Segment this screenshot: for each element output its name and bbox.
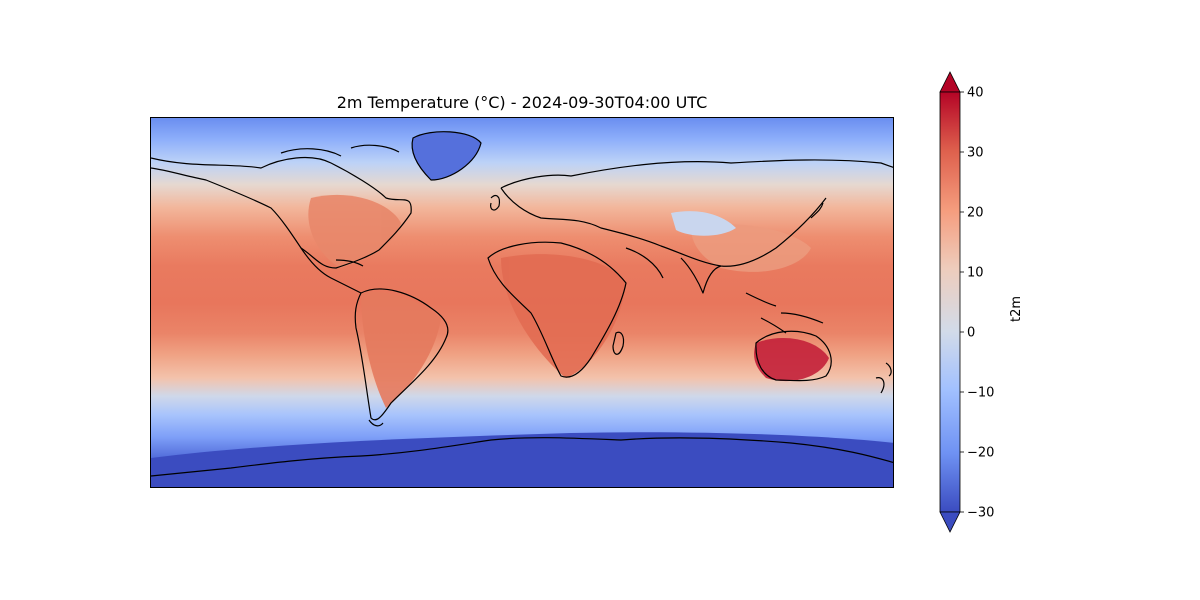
map-axes: [150, 117, 894, 488]
colorbar-extend-max: [939, 71, 961, 93]
colorbar-tick-label: 40: [967, 86, 984, 101]
colorbar-extend-min: [939, 511, 961, 533]
colorbar-label: t2m: [1009, 295, 1024, 323]
land-shading: [308, 194, 829, 408]
colorbar-ticks: 40 30 20 10 0 −10 −20 −30: [960, 86, 994, 521]
colorbar-tick-label: 10: [967, 266, 984, 281]
colorbar-tick-label: 20: [967, 206, 984, 221]
greenland-cold: [412, 131, 481, 180]
colorbar-gradient: [939, 91, 961, 513]
colorbar-tick-label: 30: [967, 146, 984, 161]
colorbar-tick-label: −10: [967, 386, 994, 401]
colorbar: 40 30 20 10 0 −10 −20 −30: [939, 71, 994, 533]
antarctica-cold: [151, 432, 893, 487]
colorbar-tick-label: −20: [967, 446, 994, 461]
coastlines: [151, 131, 893, 477]
map-title: 2m Temperature (°C) - 2024-09-30T04:00 U…: [336, 93, 708, 112]
colorbar-tick-label: −30: [967, 506, 994, 521]
temperature-field: [151, 118, 893, 487]
plateau-cold: [671, 211, 736, 236]
colorbar-tick-label: 0: [967, 326, 975, 341]
